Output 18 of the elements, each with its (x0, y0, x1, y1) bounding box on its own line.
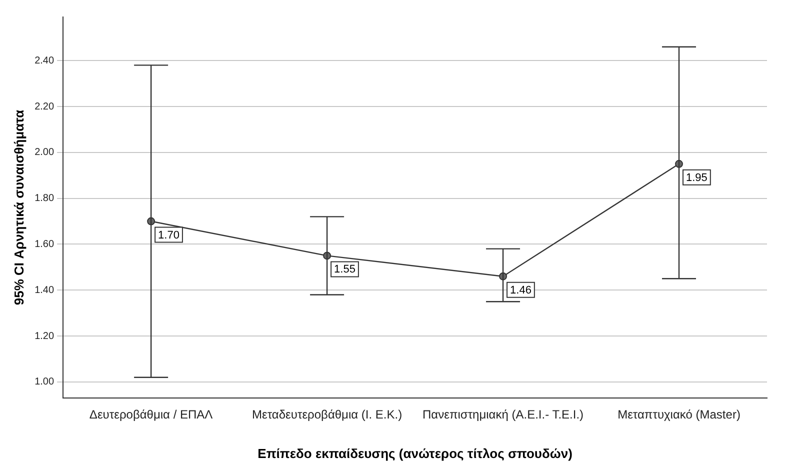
x-tick-label: Μεταδευτεροβάθμια (Ι. Ε.Κ.) (252, 408, 402, 422)
y-tick-label: 2.00 (34, 147, 54, 158)
data-label: 1.95 (686, 172, 708, 184)
data-label: 1.70 (158, 229, 180, 242)
y-tick-label: 1.20 (34, 330, 54, 342)
y-tick-label: 1.40 (34, 284, 54, 296)
x-tick-label: Δευτεροβάθμια / ΕΠΑΛ (89, 408, 213, 422)
y-tick-label: 2.40 (34, 55, 54, 66)
x-tick-label: Πανεπιστημιακή (Α.Ε.Ι.- Τ.Ε.Ι.) (422, 408, 584, 422)
data-label: 1.55 (334, 264, 356, 276)
y-tick-label: 2.20 (34, 101, 54, 112)
y-tick-label: 1.60 (34, 238, 54, 250)
y-tick-label: 1.80 (34, 193, 54, 204)
data-label: 1.46 (510, 284, 532, 296)
y-tick-label: 1.00 (34, 376, 54, 388)
x-tick-label: Μεταπτυχιακό (Master) (618, 408, 740, 422)
y-axis-title: 95% CI Αρνητικά συναισθήματα (11, 110, 26, 306)
x-axis-title: Επίπεδο εκπαίδευσης (ανώτερος τίτλος σπουδών) (258, 446, 572, 461)
